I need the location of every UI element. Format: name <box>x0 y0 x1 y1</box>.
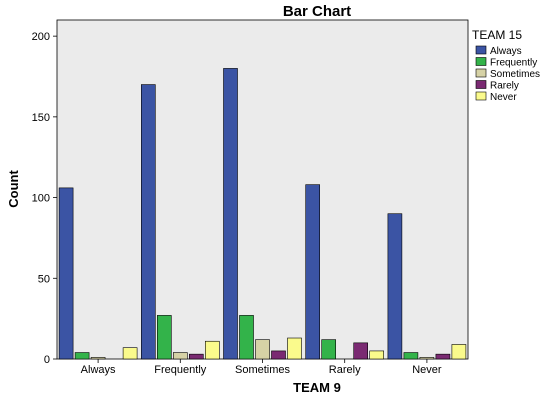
bar-frequently-frequently <box>157 315 172 360</box>
legend-label: Always <box>490 46 522 57</box>
x-axis-title: TEAM 9 <box>293 380 341 395</box>
legend-label: Rarely <box>490 81 519 92</box>
x-tick-label: Sometimes <box>235 364 291 376</box>
legend-swatch <box>475 57 487 66</box>
bar-sometimes-sometimes <box>255 339 270 360</box>
bar-series <box>58 68 467 360</box>
legend-swatch <box>475 68 487 78</box>
plot-area <box>56 19 469 360</box>
bar-always-never <box>387 213 403 360</box>
y-axis-title: Count <box>6 170 21 208</box>
y-axis: 0 50 100 150 200 <box>32 31 57 366</box>
bar-sometimes-always <box>90 357 106 360</box>
x-tick-label: Frequently <box>154 364 206 376</box>
bar-always-frequently <box>141 84 156 360</box>
legend-swatch <box>475 91 487 101</box>
bar-rarely-sometimes <box>271 350 286 360</box>
chart-title: Bar Chart <box>283 3 351 20</box>
y-tick-label: 150 <box>32 112 50 124</box>
legend-label: Frequently <box>490 58 537 69</box>
legend-swatch <box>475 45 487 55</box>
bar-never-rarely <box>369 350 385 360</box>
bar-frequently-never <box>403 352 419 360</box>
bar-sometimes-never <box>419 357 435 360</box>
bar-always-always <box>58 187 74 360</box>
y-tick-label: 50 <box>38 273 50 285</box>
bar-sometimes-frequently <box>173 352 188 360</box>
bar-never-never <box>451 344 467 360</box>
x-tick-label: Never <box>412 364 442 376</box>
bar-frequently-sometimes <box>239 315 254 360</box>
legend-label: Sometimes <box>490 69 540 80</box>
legend-title: TEAM 15 <box>472 28 522 42</box>
legend-swatch <box>475 80 487 89</box>
x-tick-label: Always <box>81 364 116 376</box>
y-tick-label: 0 <box>44 354 50 366</box>
x-tick-label: Rarely <box>329 364 361 376</box>
y-tick-label: 100 <box>32 193 50 205</box>
bar-frequently-always <box>74 352 90 360</box>
y-tick-label: 200 <box>32 31 50 43</box>
x-axis: Always Frequently Sometimes Rarely Never <box>81 359 442 376</box>
bar-always-sometimes <box>223 68 238 360</box>
bar-never-always <box>122 347 138 360</box>
bar-rarely-frequently <box>189 353 204 360</box>
bar-rarely-rarely <box>353 342 369 360</box>
bar-never-sometimes <box>287 337 302 360</box>
bar-never-frequently <box>205 340 220 360</box>
bar-rarely-never <box>435 353 451 360</box>
bar-always-rarely <box>305 184 321 360</box>
legend-label: Never <box>490 92 517 103</box>
bar-frequently-rarely <box>321 339 337 360</box>
